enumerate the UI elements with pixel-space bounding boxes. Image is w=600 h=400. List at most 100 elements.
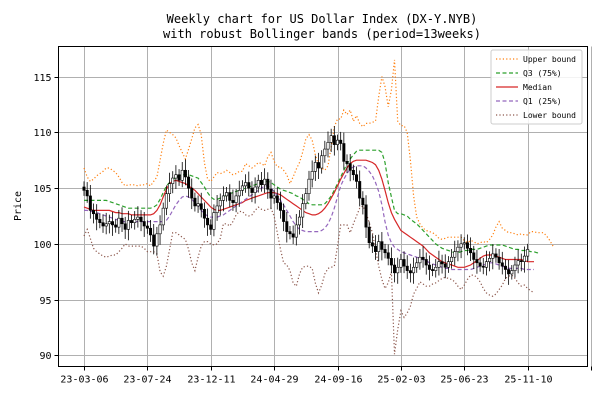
- candle-body: [472, 252, 476, 260]
- candle-body: [269, 188, 273, 199]
- candle-body: [393, 264, 397, 274]
- candle-body: [389, 258, 393, 266]
- grid: [58, 46, 592, 367]
- candle-body: [339, 139, 343, 144]
- candle-body: [481, 265, 485, 268]
- candle-body: [139, 216, 143, 222]
- candle-body: [199, 203, 203, 210]
- candle-body: [494, 253, 498, 258]
- candle-body: [516, 260, 520, 266]
- candle-body: [250, 187, 254, 193]
- candle-body: [180, 169, 184, 181]
- candle-body: [380, 241, 384, 250]
- candle-body: [234, 195, 238, 203]
- candle-body: [440, 261, 444, 265]
- candle-body: [297, 216, 301, 226]
- candle-body: [107, 221, 111, 225]
- candle-body: [351, 169, 355, 176]
- candle-body: [402, 259, 406, 267]
- y-tick-label: 95: [39, 296, 51, 307]
- legend-label-lower: Lower bound: [523, 111, 576, 120]
- candle-body: [95, 213, 99, 220]
- candle-body: [88, 195, 92, 211]
- candle-body: [364, 204, 368, 228]
- band-lines: [83, 59, 554, 355]
- x-tick-label: 23-07-24: [123, 375, 171, 386]
- candle-body: [259, 179, 263, 186]
- candle-body: [228, 192, 232, 201]
- candle-body: [142, 221, 146, 227]
- candle-body: [427, 264, 431, 270]
- candle-body: [522, 255, 526, 262]
- candle-body: [101, 222, 105, 227]
- candle-body: [212, 212, 216, 230]
- candle-body: [500, 262, 504, 267]
- y-tick-label: 100: [33, 240, 51, 251]
- candle-body: [149, 227, 153, 236]
- candle-body: [412, 266, 416, 274]
- candle-body: [155, 233, 159, 247]
- candle-body: [453, 251, 457, 258]
- x-tick-label: 23-12-11: [187, 375, 235, 386]
- plot-frame: [58, 46, 588, 367]
- x-tick-label: 24-04-29: [250, 375, 298, 386]
- candle-body: [431, 269, 435, 271]
- candle-body: [484, 261, 488, 268]
- candle-body: [231, 200, 235, 203]
- candle-body: [370, 242, 374, 247]
- candle-body: [513, 264, 517, 271]
- candle-body: [374, 245, 378, 252]
- candle-body: [120, 217, 124, 225]
- candle-body: [301, 203, 305, 218]
- candle-body: [168, 183, 172, 194]
- legend-label-q3: Q3 (75%): [523, 69, 562, 78]
- candle-body: [275, 195, 279, 203]
- candle-body: [307, 178, 311, 194]
- legend-label-median: Median: [523, 83, 552, 92]
- y-tick-label: 90: [39, 351, 51, 362]
- candle-body: [355, 174, 359, 182]
- candle-body: [459, 243, 463, 248]
- candle-body: [507, 269, 511, 275]
- candle-body: [462, 242, 466, 245]
- legend-box: [490, 49, 583, 125]
- x-axis-ticks: 23-03-06 23-07-24 23-12-11 24-04-29 24-09-16…: [60, 366, 592, 386]
- x-tick-label: 23-03-06: [60, 375, 108, 386]
- candle-body: [209, 224, 213, 230]
- candle-body: [237, 190, 241, 197]
- y-tick-label: 105: [33, 184, 51, 195]
- candle-body: [104, 223, 108, 227]
- candle-body: [326, 142, 330, 150]
- candle-body: [152, 234, 156, 247]
- candle-body: [256, 179, 260, 188]
- candle-body: [266, 178, 270, 190]
- candle-body: [164, 193, 168, 209]
- candle-body: [161, 207, 165, 226]
- candle-body: [171, 177, 175, 184]
- candle-body: [475, 259, 479, 264]
- candle-body: [421, 256, 425, 260]
- candle-body: [215, 205, 219, 213]
- x-tick-label: 25-06-23: [440, 375, 488, 386]
- candle-body: [313, 162, 317, 172]
- y-axis-label: Price: [13, 191, 24, 221]
- candle-body: [408, 270, 412, 274]
- candle-body: [111, 221, 115, 226]
- candle-body: [497, 256, 501, 264]
- candle-body: [503, 265, 507, 270]
- candle-body: [193, 197, 197, 207]
- candle-body: [117, 217, 121, 228]
- candle-body: [291, 233, 295, 238]
- candle-body: [396, 266, 400, 274]
- candle-body: [206, 217, 210, 226]
- candle-body: [386, 252, 390, 259]
- candle-body: [225, 192, 229, 197]
- x-tick-label: 24-09-16: [314, 375, 362, 386]
- candle-body: [183, 169, 187, 178]
- candle-body: [342, 143, 346, 162]
- band-line-median: [83, 159, 534, 268]
- candle-body: [272, 195, 276, 199]
- candle-body: [92, 210, 96, 215]
- candle-body: [424, 259, 428, 266]
